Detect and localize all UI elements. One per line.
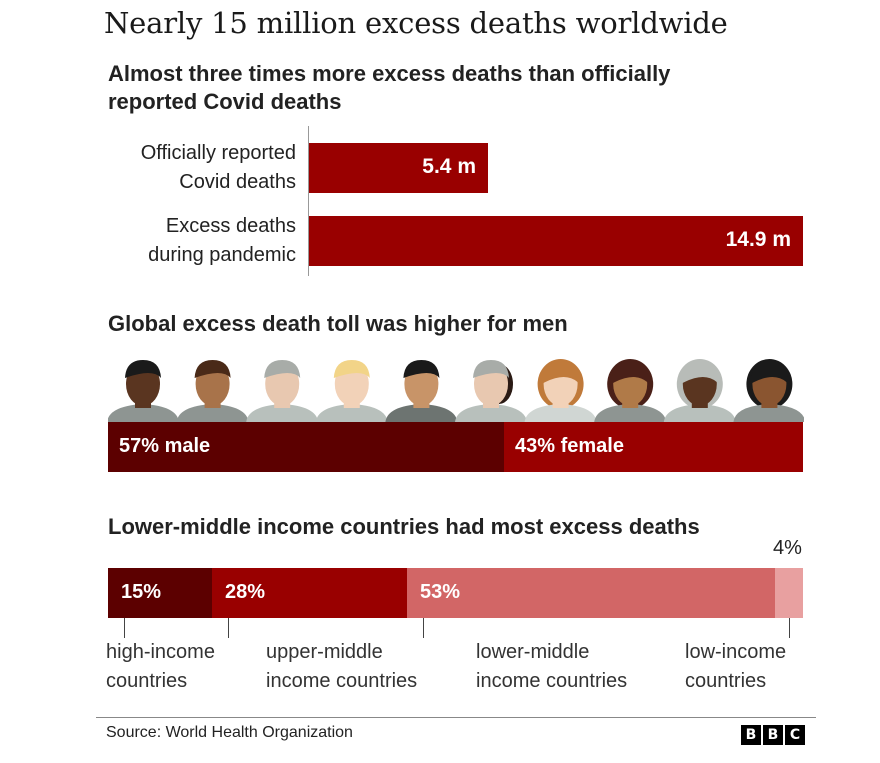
chart3-category-label-line: high-income	[106, 641, 215, 663]
hair	[125, 360, 161, 378]
woman-icon	[524, 359, 597, 422]
footer-divider	[96, 717, 816, 718]
chart3-segment-label: 53%	[420, 581, 461, 603]
chart3-segment-label: 4%	[773, 537, 802, 559]
hair	[750, 360, 789, 384]
chart3-segment-label: 15%	[121, 581, 162, 603]
man-icon	[176, 360, 249, 422]
shoulders	[108, 404, 179, 422]
shoulders	[663, 404, 736, 422]
chart3-category-label-line: income countries	[266, 670, 418, 692]
hair	[680, 360, 719, 384]
chart3-category-label-line: low-income	[685, 641, 787, 663]
chart3-category-label: high-income countries	[106, 638, 215, 696]
hair	[473, 360, 509, 378]
chart3-tick	[423, 618, 424, 638]
hair	[333, 360, 370, 378]
chart3-bar-segment	[407, 568, 775, 618]
bbc-logo-letter: B	[763, 725, 783, 745]
bbc-logo-letter: B	[741, 725, 761, 745]
chart3-category-label-line: upper-middle	[266, 641, 383, 663]
chart3-tick	[124, 618, 125, 638]
chart2-bar-segment	[504, 422, 803, 472]
chart-title: Nearly 15 million excess deaths worldwid…	[104, 6, 728, 40]
source-note: Source: World Health Organization	[106, 724, 353, 741]
chart3-bar-segment	[775, 568, 803, 618]
man-icon	[246, 360, 319, 422]
chart1-category-label-line: Excess deaths	[165, 215, 296, 237]
chart1-bar-value: 14.9 m	[725, 228, 791, 251]
shoulders	[315, 404, 388, 422]
man-icon	[315, 360, 388, 422]
shoulders	[455, 404, 527, 422]
hair	[541, 360, 580, 384]
person-icon	[455, 360, 527, 422]
chart3-category-label-line: income countries	[476, 670, 628, 692]
shoulders	[176, 404, 249, 422]
shoulders	[733, 404, 804, 422]
chart1-subtitle-line1: Almost three times more excess deaths th…	[108, 61, 671, 86]
bbc-logo-letter: C	[785, 725, 805, 745]
chart2-segment-label: 57% male	[119, 435, 211, 457]
hair	[611, 360, 650, 384]
chart3-tick	[789, 618, 790, 638]
chart3-bar-segment	[212, 568, 407, 618]
man-icon	[108, 360, 179, 422]
hair	[194, 360, 231, 378]
chart1-bar	[309, 216, 803, 266]
shoulders	[385, 404, 458, 422]
chart1-category-label-line: Officially reported	[140, 142, 296, 164]
chart1-subtitle: Almost three times more excess deaths th…	[108, 60, 670, 116]
chart1-subtitle-line2: reported Covid deaths	[108, 89, 342, 114]
woman-icon	[663, 359, 736, 422]
chart3-category-label: low-income countries	[685, 638, 786, 696]
chart1-category-label: Excess deaths during pandemic	[148, 212, 296, 270]
bbc-logo: B B C	[741, 725, 805, 745]
man-icon	[385, 360, 458, 422]
shoulders	[594, 404, 667, 422]
chart3-category-label: lower-middle income countries	[476, 638, 627, 696]
chart3-category-label-line: lower-middle	[476, 641, 590, 663]
chart3-bar-segment	[108, 568, 212, 618]
chart2-bar-segment	[108, 422, 504, 472]
chart2-segment-label: 43% female	[515, 435, 624, 457]
woman-icon	[594, 359, 667, 422]
chart1-bar	[309, 143, 488, 193]
hair	[264, 360, 301, 378]
chart3-segment-label: 28%	[225, 581, 266, 603]
chart3-category-label: upper-middle income countries	[266, 638, 417, 696]
chart1-axis-line	[308, 126, 309, 276]
chart1-category-label-line: Covid deaths	[179, 171, 296, 193]
chart1-bar-value: 5.4 m	[422, 155, 476, 178]
hair	[403, 360, 440, 378]
chart1-category-label-line: during pandemic	[148, 244, 296, 266]
people-illustration	[108, 359, 804, 422]
shoulders	[246, 404, 319, 422]
chart3-subtitle: Lower-middle income countries had most e…	[108, 514, 700, 539]
woman-icon	[733, 359, 804, 422]
shoulders	[524, 404, 597, 422]
chart3-category-label-line: countries	[685, 670, 767, 692]
chart1-category-label: Officially reported Covid deaths	[141, 139, 296, 197]
chart3-category-label-line: countries	[106, 670, 188, 692]
chart3-tick	[228, 618, 229, 638]
chart2-subtitle: Global excess death toll was higher for …	[108, 311, 568, 336]
